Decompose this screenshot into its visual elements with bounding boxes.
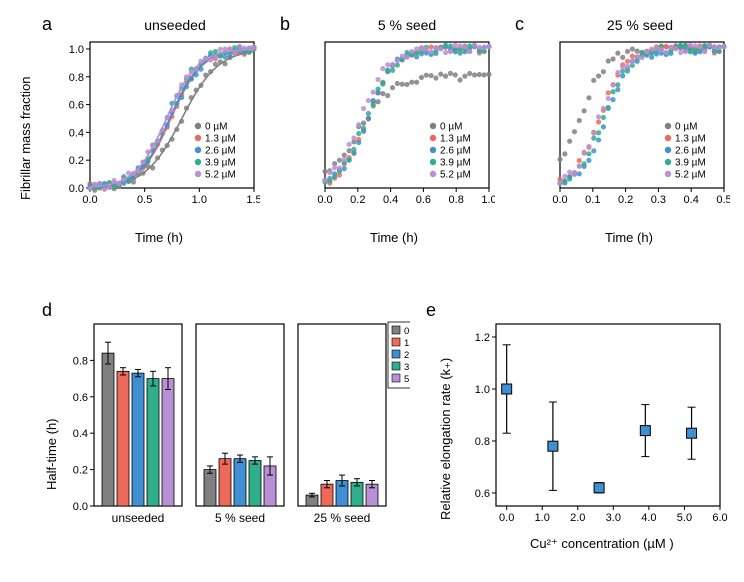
svg-text:5.2 µM: 5.2 µM	[675, 170, 706, 181]
svg-text:3.9: 3.9	[404, 362, 410, 373]
svg-text:0.8: 0.8	[475, 436, 490, 448]
label-b: b	[280, 14, 290, 35]
svg-text:1.3 µM: 1.3 µM	[205, 134, 236, 145]
plot-e: 0.0 1.0 2.0 3.0 4.0 5.0 6.0 0.6 0.8 1.0 1.2	[460, 316, 730, 536]
svg-text:0.2: 0.2	[618, 194, 633, 206]
title-a: unseeded	[100, 17, 250, 33]
ylabel-top: Fibrillar mass fraction	[18, 76, 33, 200]
svg-text:0.1: 0.1	[585, 194, 600, 206]
svg-text:1.2: 1.2	[475, 332, 490, 344]
svg-text:1.0: 1.0	[475, 384, 490, 396]
title-c: 25 % seed	[565, 17, 715, 33]
svg-text:1.3 µM: 1.3 µM	[440, 134, 471, 145]
svg-text:0.0: 0.0	[552, 194, 567, 206]
svg-text:4.0: 4.0	[641, 512, 656, 524]
svg-text:0.5: 0.5	[137, 194, 152, 206]
svg-text:5 % seed: 5 % seed	[215, 511, 265, 525]
svg-text:0.4: 0.4	[383, 194, 398, 206]
svg-text:3.9 µM: 3.9 µM	[675, 158, 706, 169]
svg-text:0.0: 0.0	[73, 501, 88, 513]
xlabel-a: Time (h)	[135, 230, 183, 245]
svg-text:3.9 µM: 3.9 µM	[205, 158, 236, 169]
ylabel-d: Half-time (h)	[44, 418, 59, 490]
svg-text:5.2: 5.2	[404, 374, 410, 385]
xlabel-c: Time (h)	[605, 230, 653, 245]
label-a: a	[42, 14, 52, 35]
svg-text:0.0: 0.0	[317, 194, 332, 206]
svg-text:5.2 µM: 5.2 µM	[440, 170, 471, 181]
label-e: e	[426, 300, 436, 321]
svg-text:0 µM: 0 µM	[675, 122, 697, 133]
svg-text:0.2: 0.2	[69, 155, 84, 167]
svg-text:1.0: 1.0	[192, 194, 207, 206]
svg-text:1.3: 1.3	[404, 338, 410, 349]
svg-text:0: 0	[404, 326, 409, 337]
svg-text:1.0: 1.0	[69, 44, 84, 56]
svg-text:unseeded: unseeded	[112, 511, 165, 525]
svg-text:0.6: 0.6	[69, 100, 84, 112]
svg-text:2.6: 2.6	[404, 350, 410, 361]
svg-text:5.0: 5.0	[677, 512, 692, 524]
svg-text:0.6: 0.6	[416, 194, 431, 206]
xlabel-e: Cu²⁺ concentration (µM )	[530, 536, 674, 552]
svg-text:1.0: 1.0	[535, 512, 550, 524]
svg-text:2.0: 2.0	[570, 512, 585, 524]
svg-text:0.3: 0.3	[651, 194, 666, 206]
plot-b: 0.0 0.2 0.4 0.6 0.8 1.0 0 µM1.3 µM2.6 µM3.9 µM…	[295, 36, 495, 216]
label-d: d	[42, 300, 52, 321]
svg-text:0.0: 0.0	[69, 183, 84, 195]
svg-text:0.6: 0.6	[475, 488, 490, 500]
svg-text:2.6 µM: 2.6 µM	[440, 146, 471, 157]
label-c: c	[515, 14, 524, 35]
svg-text:0.0: 0.0	[82, 194, 97, 206]
svg-text:0.4: 0.4	[684, 194, 699, 206]
svg-text:0.4: 0.4	[69, 127, 84, 139]
svg-text:0 µM: 0 µM	[440, 122, 462, 133]
svg-text:0.6: 0.6	[73, 392, 88, 404]
svg-text:0.2: 0.2	[350, 194, 365, 206]
svg-text:0.8: 0.8	[73, 355, 88, 367]
plot-a: 0.0 0.5 1.0 1.5 0.0 0.2 0.4 0.6 0.8 1.0 0 µM1.3 µM…	[60, 36, 260, 216]
svg-text:2.6 µM: 2.6 µM	[205, 146, 236, 157]
svg-text:0.5: 0.5	[716, 194, 730, 206]
svg-text:6.0: 6.0	[712, 512, 727, 524]
svg-text:0.2: 0.2	[73, 465, 88, 477]
svg-text:0.8: 0.8	[69, 72, 84, 84]
plot-c: 0.0 0.1 0.2 0.3 0.4 0.5 0 µM1.3 µM2.6 µM3.9 µM…	[530, 36, 730, 216]
svg-text:0.0: 0.0	[499, 512, 514, 524]
svg-text:1.0: 1.0	[481, 194, 495, 206]
svg-text:5.2 µM: 5.2 µM	[205, 170, 236, 181]
svg-text:3.9 µM: 3.9 µM	[440, 158, 471, 169]
svg-text:2.6 µM: 2.6 µM	[675, 146, 706, 157]
ylabel-e: Relative elongation rate (k₊)	[438, 358, 454, 520]
plot-d: 0.0 0.2 0.4 0.6 0.8 unseeded 5 % seed 25 % seed…	[60, 316, 410, 536]
svg-text:1.3 µM: 1.3 µM	[675, 134, 706, 145]
svg-text:0.4: 0.4	[73, 428, 88, 440]
svg-text:25 % seed: 25 % seed	[314, 511, 371, 525]
svg-text:0 µM: 0 µM	[205, 122, 227, 133]
svg-text:0.8: 0.8	[449, 194, 464, 206]
svg-text:3.0: 3.0	[606, 512, 621, 524]
svg-text:1.5: 1.5	[246, 194, 260, 206]
title-b: 5 % seed	[332, 17, 482, 33]
xlabel-b: Time (h)	[370, 230, 418, 245]
